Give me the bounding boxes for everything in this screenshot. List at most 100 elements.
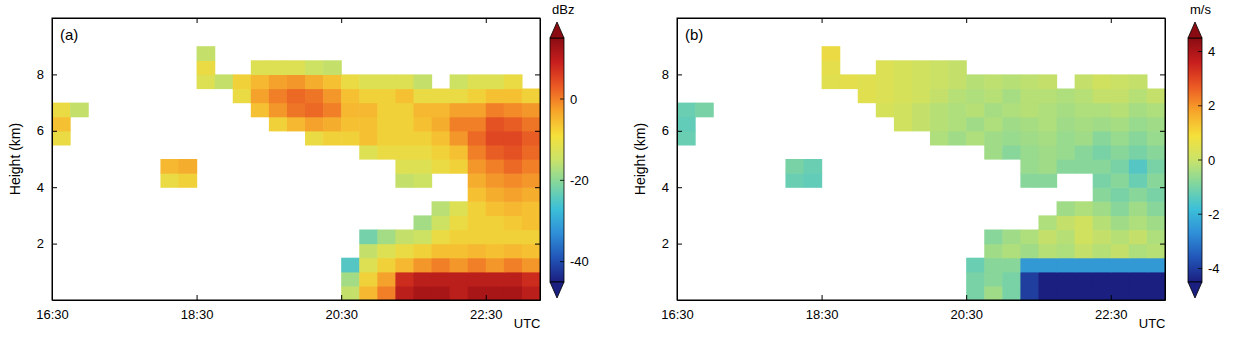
cell	[323, 74, 342, 89]
cell	[432, 131, 451, 146]
cell	[468, 215, 487, 230]
cell	[432, 286, 451, 300]
cell	[785, 159, 804, 174]
x-axis: 16:3018:3020:3022:30	[661, 295, 1165, 322]
cell	[269, 89, 288, 104]
cell	[966, 74, 985, 89]
cell	[894, 103, 913, 118]
cell	[1020, 230, 1039, 245]
cell	[504, 159, 523, 174]
colorbar-tick-label: 0	[1208, 153, 1215, 168]
cell	[197, 74, 216, 89]
cell	[1057, 117, 1076, 132]
cell	[677, 131, 696, 146]
y-tick-right	[1160, 187, 1165, 188]
cell	[930, 74, 949, 89]
cell	[413, 89, 432, 104]
cell	[1093, 89, 1112, 104]
x-tick-top	[1111, 18, 1112, 23]
cell	[984, 286, 1003, 300]
cell	[269, 74, 288, 89]
cell	[486, 89, 505, 104]
cell	[1093, 187, 1112, 202]
cell	[1111, 89, 1130, 104]
cell	[966, 272, 985, 287]
y-axis-line	[677, 19, 678, 301]
cell	[522, 286, 540, 300]
cell	[179, 159, 198, 174]
cell	[1020, 244, 1039, 259]
x-axis-line	[678, 300, 1166, 301]
cell	[468, 173, 487, 188]
cell	[486, 74, 505, 89]
cell	[1020, 272, 1039, 287]
cell	[450, 103, 469, 118]
cell	[984, 89, 1003, 104]
cell	[287, 103, 306, 118]
cell	[377, 117, 396, 132]
y-tick-right	[535, 187, 540, 188]
x-tick: 18:30	[806, 295, 839, 322]
cell	[522, 117, 540, 132]
cell	[341, 131, 360, 146]
cell	[377, 131, 396, 146]
cell	[1038, 244, 1057, 259]
y-tick-mark	[677, 187, 682, 188]
cell	[486, 272, 505, 287]
cell	[1147, 173, 1165, 188]
cell	[1057, 286, 1076, 300]
cell	[1147, 230, 1165, 245]
cell	[948, 117, 967, 132]
cell	[1038, 272, 1057, 287]
y-tick-mark-right	[1160, 74, 1165, 75]
cell	[858, 74, 877, 89]
cell	[1075, 89, 1094, 104]
cell	[1111, 74, 1130, 89]
x-tick: 20:30	[325, 295, 358, 322]
cell	[1038, 74, 1057, 89]
cell	[1002, 131, 1021, 146]
cell	[1129, 145, 1148, 160]
cell	[1002, 258, 1021, 273]
cell	[450, 159, 469, 174]
cell	[522, 103, 540, 118]
cell	[1038, 89, 1057, 104]
x-tick: 18:30	[181, 295, 214, 322]
cell	[468, 187, 487, 202]
cell	[1093, 117, 1112, 132]
colorbar-tick	[1198, 105, 1202, 106]
cell	[1020, 159, 1039, 174]
cell	[1075, 272, 1094, 287]
colorbar-tick	[1198, 268, 1202, 269]
cell	[966, 103, 985, 118]
y-tick-mark	[677, 131, 682, 132]
colorbar-body	[550, 38, 564, 282]
cell	[1002, 286, 1021, 300]
cell	[1057, 215, 1076, 230]
cell	[522, 201, 540, 216]
cell	[395, 286, 414, 300]
cell	[1038, 159, 1057, 174]
cell	[1020, 103, 1039, 118]
cell	[468, 131, 487, 146]
cell	[1075, 159, 1094, 174]
cell	[1038, 230, 1057, 245]
cell	[413, 286, 432, 300]
cell	[468, 230, 487, 245]
cell	[269, 117, 288, 132]
cell	[948, 74, 967, 89]
colorbar-tick-label: -2	[1208, 207, 1220, 222]
cell	[486, 258, 505, 273]
cell	[912, 74, 931, 89]
y-tick: 8	[662, 67, 682, 82]
cell	[341, 286, 360, 300]
x-tick-mark	[966, 295, 967, 300]
x-tick-mark	[822, 295, 823, 300]
cell	[1111, 131, 1130, 146]
cell	[359, 145, 378, 160]
cell	[305, 74, 324, 89]
y-tick-right	[1160, 244, 1165, 245]
y-tick-mark-right	[535, 244, 540, 245]
cell	[1075, 117, 1094, 132]
x-tick-label: 16:30	[661, 307, 694, 322]
